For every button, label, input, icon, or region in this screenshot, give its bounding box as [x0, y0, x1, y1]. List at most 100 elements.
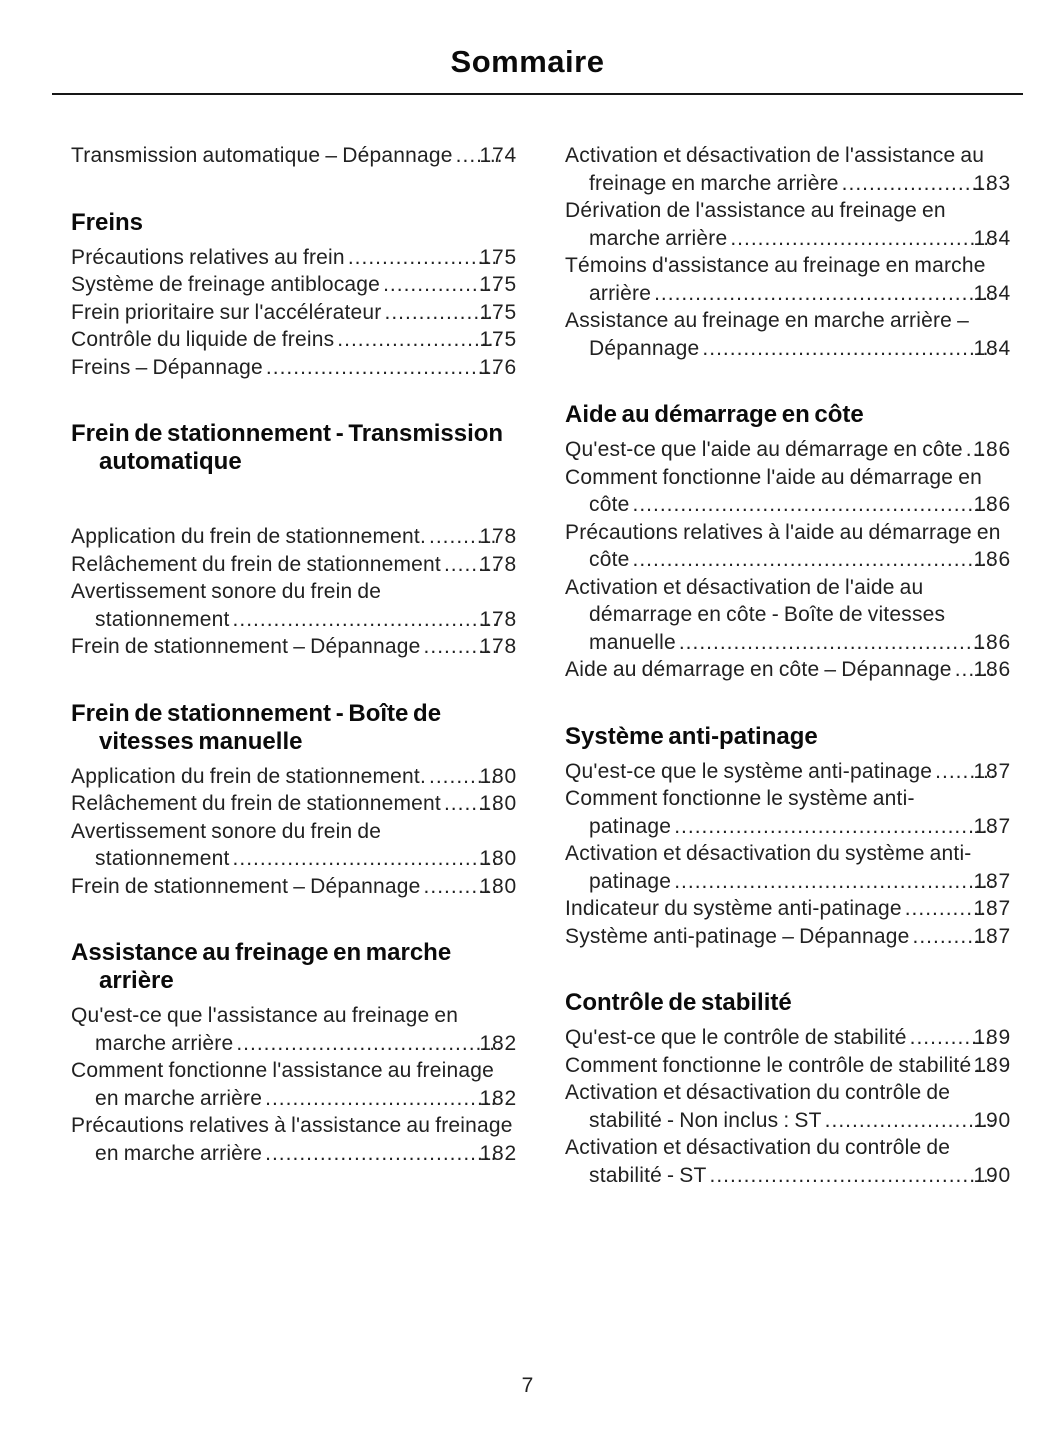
toc-entry: Avertissement sonore du frein de station… [71, 578, 517, 633]
toc-entry: Système de freinage antiblocage.........… [71, 271, 517, 299]
section-heading: Aide au démarrage en côte [565, 401, 864, 428]
toc-entry-title: Activation et désactivation du contrôle … [565, 1081, 951, 1132]
toc-entry-page: 189 [973, 1026, 1011, 1049]
leader-dots: ...................... [841, 171, 993, 195]
leader-dots: .......... [429, 764, 498, 788]
toc-entry: Application du frein de stationnement...… [71, 523, 517, 551]
toc-entry-title: Qu'est-ce que le système anti-patinage [565, 759, 933, 783]
leader-dots: ........................................… [654, 281, 996, 305]
toc-entry-title: Dérivation de l'assistance au freinage e… [565, 199, 946, 250]
leader-dots: .... [965, 438, 994, 461]
toc-entry-title: Qu'est-ce que l'assistance au freinage e… [71, 1004, 459, 1055]
toc-entry: Précautions relatives à l'assistance au … [71, 1112, 517, 1167]
toc-entry: Qu'est-ce que l'aide au démarrage en côt… [565, 436, 1011, 464]
toc-entry-title: Frein de stationnement – Dépannage [71, 874, 421, 898]
toc-section: Frein de stationnement - Transmission au… [71, 420, 517, 661]
toc-entry: Relâchement du frein de stationnement...… [71, 551, 517, 579]
toc-entry-page: 175 [479, 245, 517, 269]
toc-entry-title: Relâchement du frein de stationnement [71, 792, 441, 815]
toc-entry: Transmission automatique – Dépannage....… [71, 142, 517, 170]
toc-entry-page: 174 [479, 144, 517, 167]
toc-entry-title: Freins – Dépannage [71, 355, 263, 379]
leader-dots: ........... [423, 874, 499, 898]
toc-entry-title: Avertissement sonore du frein de station… [71, 819, 382, 871]
toc-entry-page: 186 [973, 630, 1011, 654]
leader-dots: ....... [455, 144, 504, 167]
toc-entry-title: Aide au démarrage en côte – Dépannage [565, 658, 952, 681]
leader-dots: ........ [443, 552, 499, 576]
section-heading: Assistance au freinage en marche arrière [71, 939, 452, 994]
leader-dots: ........................................… [632, 493, 995, 516]
leader-dots: ........................................… [709, 1163, 997, 1187]
toc-entry: Précautions relatives au frein..........… [71, 244, 517, 272]
toc-entry: Qu'est-ce que l'assistance au freinage e… [71, 1002, 517, 1057]
toc-entry-page: 184 [973, 281, 1011, 305]
leader-dots: ......... [935, 759, 997, 783]
toc-entry-page: 186 [973, 493, 1011, 516]
leader-dots: ........................ [337, 328, 502, 351]
toc-entry: Qu'est-ce que le système anti-patinage..… [565, 758, 1011, 786]
toc-entry: Frein de stationnement – Dépannage......… [71, 633, 517, 661]
toc-entry-page: 178 [479, 552, 517, 576]
toc-entry: Comment fonctionne le contrôle de stabil… [565, 1052, 1011, 1080]
leader-dots: ....................................... [236, 1031, 503, 1055]
toc-entry: Activation et désactivation du contrôle … [565, 1134, 1011, 1189]
leader-dots: ........................................… [674, 869, 996, 893]
leader-dots: ............. [904, 897, 994, 920]
toc-entry-page: 187 [973, 869, 1011, 893]
toc-entry-title: Avertissement sonore du frein de station… [71, 580, 382, 631]
toc-entry: Activation et désactivation du contrôle … [565, 1079, 1011, 1134]
toc-entry-page: 186 [973, 548, 1011, 571]
leader-dots: ....................................... [232, 847, 500, 870]
toc-entry: Aide au démarrage en côte – Dépannage...… [565, 656, 1011, 684]
leader-dots: ........................................… [632, 548, 995, 571]
toc-entry-page: 190 [973, 1108, 1011, 1132]
toc-entry-page: 175 [479, 328, 517, 351]
toc-section: Transmission automatique – Dépannage....… [71, 142, 517, 170]
toc-entry: Activation et désactivation du système a… [565, 840, 1011, 895]
toc-entry-page: 180 [479, 764, 517, 788]
toc-section: Assistance au freinage en marche arrière… [71, 939, 517, 1167]
toc-entry: Qu'est-ce que le contrôle de stabilité..… [565, 1024, 1011, 1052]
toc-entry: Comment fonctionne l'aide au démarrage e… [565, 464, 1011, 519]
toc-entry-page: 178 [479, 607, 517, 631]
toc-entry-title: Qu'est-ce que le contrôle de stabilité [565, 1026, 907, 1049]
title-rule [52, 93, 1023, 95]
toc-entry-page: 189 [973, 1053, 1011, 1077]
toc-entry-page: 180 [479, 792, 517, 815]
toc-columns: Transmission automatique – Dépannage....… [0, 95, 1055, 1189]
toc-entry-title: Indicateur du système anti-patinage [565, 897, 902, 920]
toc-entry-page: 186 [973, 438, 1011, 461]
toc-entry: Système anti-patinage – Dépannage.......… [565, 923, 1011, 951]
toc-entry-title: Contrôle du liquide de freins [71, 328, 335, 351]
toc-entry-page: 182 [479, 1141, 517, 1165]
toc-entry-title: Activation et désactivation du système a… [565, 842, 972, 893]
leader-dots: .......... [429, 525, 498, 548]
leader-dots: .................................. [265, 1141, 498, 1165]
leader-dots: .................................. [265, 1086, 498, 1110]
toc-entry-title: Frein de stationnement – Dépannage [71, 635, 421, 658]
toc-entry-page: 184 [973, 226, 1011, 250]
toc-entry: Précautions relatives à l'aide au démarr… [565, 519, 1011, 574]
toc-entry-title: Précautions relatives au frein [71, 245, 345, 269]
leader-dots: ............ [909, 1026, 992, 1049]
toc-entry: Freins – Dépannage......................… [71, 354, 517, 382]
toc-entry: Relâchement du frein de stationnement...… [71, 790, 517, 818]
toc-entry-title: Comment fonctionne l'aide au démarrage e… [565, 465, 982, 517]
toc-entry-title: Précautions relatives à l'assistance au … [71, 1114, 513, 1165]
toc-entry-title: Système anti-patinage – Dépannage [565, 924, 910, 948]
leader-dots: ...................... [347, 245, 499, 269]
toc-entry-page: 178 [479, 635, 517, 658]
leader-dots: ......................... [824, 1108, 996, 1132]
toc-entry-page: 180 [479, 874, 517, 898]
toc-entry-page: 187 [973, 924, 1011, 948]
toc-entry-page: 190 [973, 1163, 1011, 1187]
toc-entry: Dérivation de l'assistance au freinage e… [565, 197, 1011, 252]
section-heading: Frein de stationnement - Transmission au… [71, 420, 504, 475]
toc-entry: Comment fonctionne l'assistance au frein… [71, 1057, 517, 1112]
toc-entry: Frein de stationnement – Dépannage......… [71, 873, 517, 901]
toc-entry-page: 176 [479, 355, 517, 379]
toc-entry-title: Application du frein de stationnement. [71, 764, 426, 788]
toc-entry-page: 184 [973, 336, 1011, 360]
